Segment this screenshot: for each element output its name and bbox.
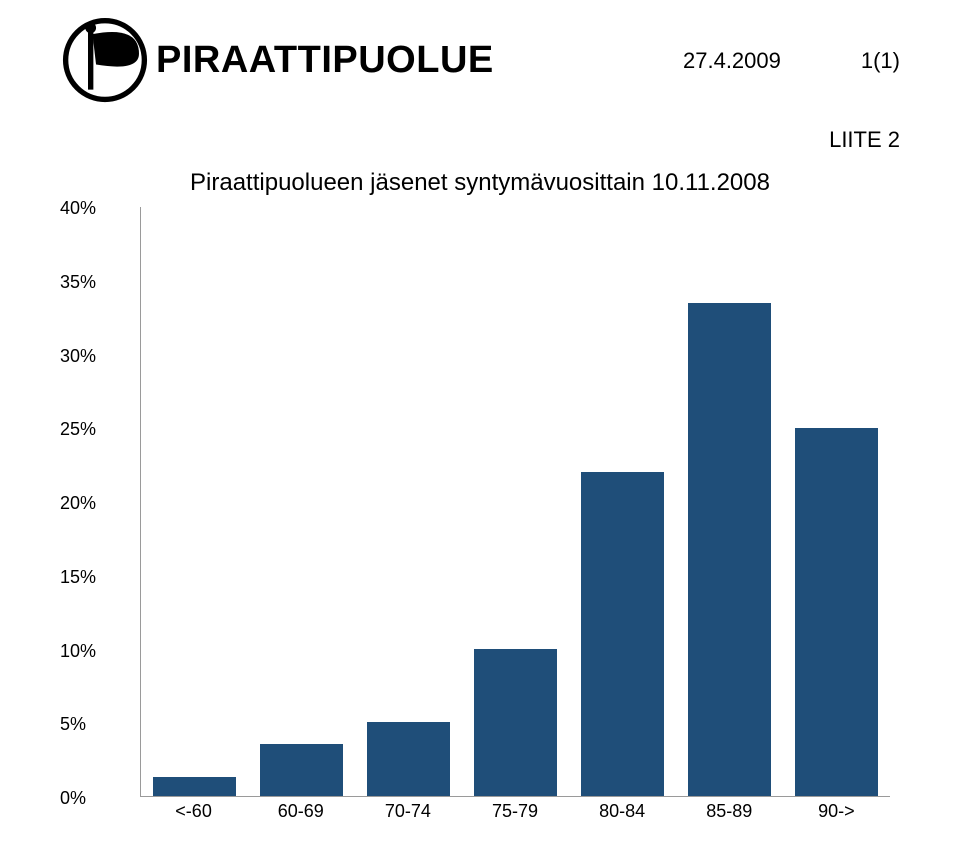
appendix-row: LIITE 2: [60, 127, 900, 153]
bar: [474, 649, 557, 796]
y-tick-label: 15%: [60, 567, 130, 588]
pirate-flag-logo-icon: [60, 18, 150, 103]
y-tick-label: 0%: [60, 788, 130, 809]
bar: [153, 777, 236, 796]
document-page: PIRAATTIPUOLUE 27.4.2009 1(1) LIITE 2 Pi…: [0, 0, 960, 862]
x-tick-label: 70-74: [354, 801, 461, 827]
header-row: PIRAATTIPUOLUE 27.4.2009 1(1): [60, 18, 900, 103]
bar-slot: [676, 207, 783, 796]
y-axis: 0%5%10%15%20%25%30%35%40%: [60, 207, 130, 827]
bar-slot: [462, 207, 569, 796]
header-left: PIRAATTIPUOLUE: [60, 18, 494, 103]
bar: [795, 428, 878, 796]
bars-container: [141, 207, 890, 796]
bar: [260, 744, 343, 796]
bar: [688, 303, 771, 796]
bar-slot: [569, 207, 676, 796]
y-tick-label: 35%: [60, 272, 130, 293]
y-tick-label: 30%: [60, 346, 130, 367]
x-tick-label: <-60: [140, 801, 247, 827]
x-tick-label: 60-69: [247, 801, 354, 827]
header-date: 27.4.2009: [683, 48, 781, 74]
bar: [367, 722, 450, 796]
brand-title: PIRAATTIPUOLUE: [156, 39, 494, 82]
y-tick-label: 40%: [60, 198, 130, 219]
bar-chart: 0%5%10%15%20%25%30%35%40% <-6060-6970-74…: [60, 207, 900, 827]
chart-title-row: Piraattipuolueen jäsenet syntymävuositta…: [60, 169, 900, 197]
y-tick-label: 25%: [60, 419, 130, 440]
plot-area: [140, 207, 890, 797]
bar-slot: [355, 207, 462, 796]
appendix-label: LIITE 2: [829, 127, 900, 153]
bar-slot: [141, 207, 248, 796]
x-axis-labels: <-6060-6970-7475-7980-8485-8990->: [140, 801, 890, 827]
y-tick-label: 10%: [60, 641, 130, 662]
x-tick-label: 90->: [783, 801, 890, 827]
bar-slot: [783, 207, 890, 796]
header-page-number: 1(1): [861, 48, 900, 74]
chart-title: Piraattipuolueen jäsenet syntymävuositta…: [190, 169, 770, 196]
x-tick-label: 85-89: [676, 801, 783, 827]
y-tick-label: 5%: [60, 714, 130, 735]
y-tick-label: 20%: [60, 493, 130, 514]
x-tick-label: 75-79: [461, 801, 568, 827]
x-tick-label: 80-84: [569, 801, 676, 827]
bar: [581, 472, 664, 796]
bar-slot: [248, 207, 355, 796]
header-right: 27.4.2009 1(1): [683, 48, 900, 74]
